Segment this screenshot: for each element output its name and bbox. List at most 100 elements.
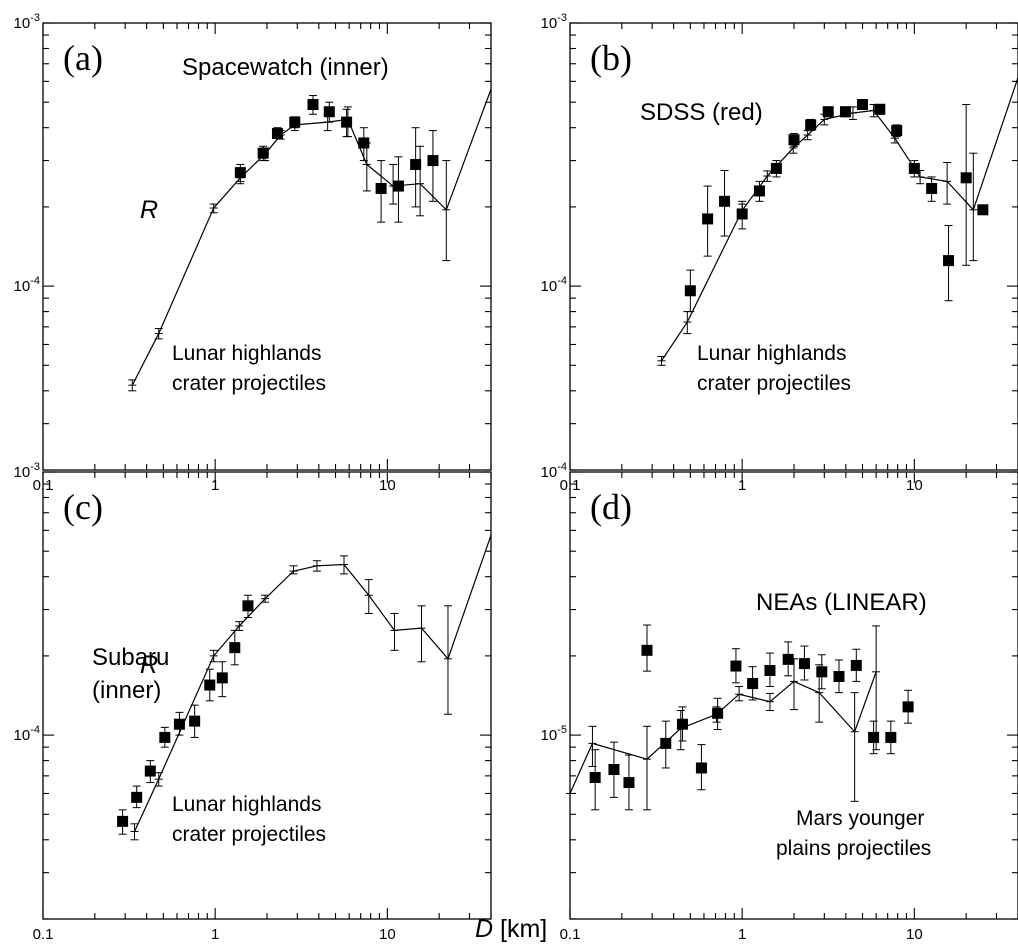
data-point [684, 285, 696, 297]
data-point [216, 672, 228, 684]
panel-label: (a) [63, 38, 103, 78]
data-point [623, 777, 635, 789]
x-axis-label-symbol: D [475, 915, 493, 943]
annotation: Subaru [92, 644, 169, 671]
data-point [902, 701, 914, 713]
data-point [839, 106, 851, 118]
plot-frame [569, 22, 1018, 471]
data-point [857, 99, 869, 111]
annotation: Lunar highlands [697, 342, 846, 365]
data-point [131, 791, 143, 803]
x-tick-label: 1 [211, 926, 219, 943]
data-point [730, 660, 742, 672]
data-point [764, 665, 776, 677]
data-point [926, 182, 938, 194]
annotation: (inner) [92, 677, 161, 704]
data-point [307, 99, 319, 111]
chart-panel-c: 0.1 1 10 10-4 10-3 (c) Subaru (inner) Lunar high… [14, 461, 492, 943]
y-tick-label: 10-4 [541, 461, 567, 481]
data-point [173, 718, 185, 730]
annotation: SDSS (red) [640, 99, 763, 126]
data-point [753, 185, 765, 197]
x-tick-label: 10 [379, 477, 396, 494]
y-tick-label: 10-3 [14, 12, 40, 32]
data-point [747, 678, 759, 690]
x-tick-label: 10 [906, 926, 923, 943]
panels-group: 0.1 1 10 10-4 10-3 (a) Spacewatch (inner) Lunar… [14, 12, 1018, 943]
y-tick-label: 10-3 [14, 461, 40, 481]
x-tick-label: 10 [379, 926, 396, 943]
annotation: crater projectiles [172, 372, 326, 395]
data-point [719, 195, 731, 207]
annotation: plains projectiles [776, 837, 931, 860]
panel-label: (b) [590, 38, 632, 78]
model-line [133, 535, 492, 832]
data-point [770, 162, 782, 174]
annotation: Mars younger [796, 807, 924, 830]
data-point [782, 653, 794, 665]
y-tick-label: 10-3 [541, 12, 567, 32]
y-tick-label: 10-4 [14, 724, 40, 744]
data-point [874, 103, 886, 115]
data-point [323, 106, 335, 118]
data-point [822, 106, 834, 118]
data-point [608, 764, 620, 776]
data-point [229, 642, 241, 654]
data-point [960, 172, 972, 184]
y-tick-label: 10-5 [541, 724, 567, 744]
y-tick-label: 10-4 [541, 275, 567, 295]
data-point [977, 204, 989, 216]
annotation: Lunar highlands [172, 342, 321, 365]
data-point [868, 731, 880, 743]
model-line [131, 89, 492, 386]
data-point [695, 762, 707, 774]
data-point [204, 679, 216, 691]
data-point [341, 116, 353, 128]
data-point [257, 147, 269, 159]
data-point [833, 671, 845, 683]
model-line [569, 671, 877, 794]
panel-label: (c) [63, 487, 103, 527]
annotation: crater projectiles [697, 372, 851, 395]
model-line [661, 77, 1018, 362]
x-tick-label: 0.1 [560, 926, 581, 943]
data-point [242, 600, 254, 612]
y-axis-label-top: R [140, 196, 158, 224]
data-point [788, 134, 800, 146]
x-axis-label-unit: [km] [493, 915, 547, 943]
data-point [702, 213, 714, 225]
data-point [660, 737, 672, 749]
x-tick-label: 0.1 [33, 926, 54, 943]
data-point [943, 255, 955, 267]
data-point [117, 815, 129, 827]
data-point [375, 182, 387, 194]
data-point [641, 644, 653, 656]
data-point [805, 119, 817, 131]
data-point [885, 731, 897, 743]
data-point [850, 659, 862, 671]
data-point [189, 715, 201, 727]
annotation: NEAs (LINEAR) [756, 589, 927, 616]
data-point [589, 771, 601, 783]
data-point [676, 718, 688, 730]
data-point [271, 128, 283, 140]
x-tick-label: 1 [738, 926, 746, 943]
data-point [427, 155, 439, 167]
annotation: Lunar highlands [172, 793, 321, 816]
data-point [144, 765, 156, 777]
data-point [816, 666, 828, 678]
data-point [798, 658, 810, 670]
data-point [159, 731, 171, 743]
x-tick-label: 10 [906, 477, 923, 494]
y-tick-label: 10-4 [14, 275, 40, 295]
data-point [410, 158, 422, 170]
x-tick-label: 1 [211, 477, 219, 494]
y-axis-label-bottom: R [140, 651, 158, 679]
annotation: Spacewatch (inner) [182, 54, 389, 81]
x-axis-label: D [km] [475, 915, 547, 943]
x-tick-label: 1 [738, 477, 746, 494]
panel-label: (d) [590, 487, 632, 527]
